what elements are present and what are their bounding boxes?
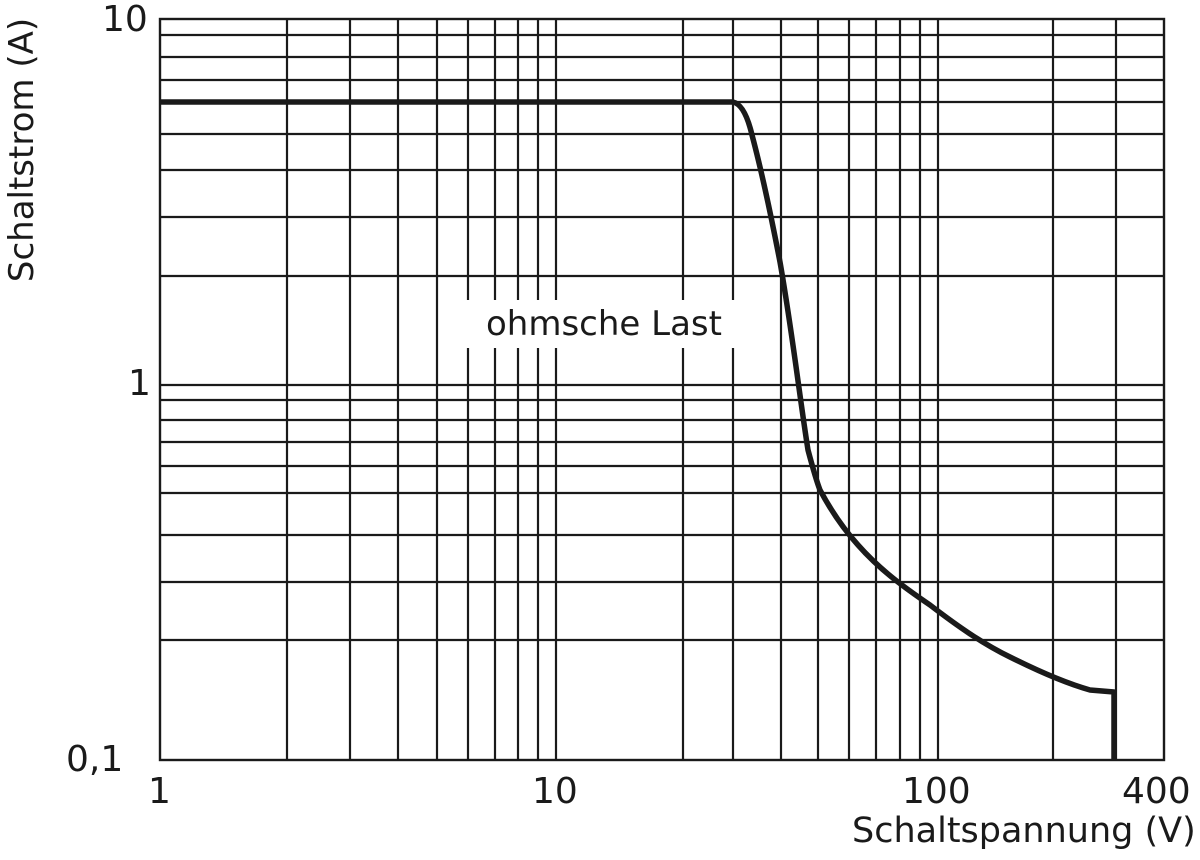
y-tick-0-1: 0,1 <box>66 739 124 780</box>
x-tick-10: 10 <box>532 771 578 812</box>
y-tick-10: 10 <box>102 0 148 40</box>
annotation-ohmsche-last: ohmsche Last <box>466 300 742 348</box>
grid-vertical <box>285 19 1118 760</box>
curve-ohmsche-last <box>160 99 1117 760</box>
y-axis-title: Schaltstrom (A) <box>2 17 42 283</box>
x-axis-title: Schaltspannung (V) <box>852 811 1196 851</box>
y-tick-1: 1 <box>128 363 151 404</box>
x-tick-1: 1 <box>148 771 171 812</box>
x-tick-100: 100 <box>902 771 971 812</box>
x-tick-400: 400 <box>1122 771 1191 812</box>
grid-horizontal <box>160 33 1164 642</box>
plot-border <box>158 17 1166 762</box>
